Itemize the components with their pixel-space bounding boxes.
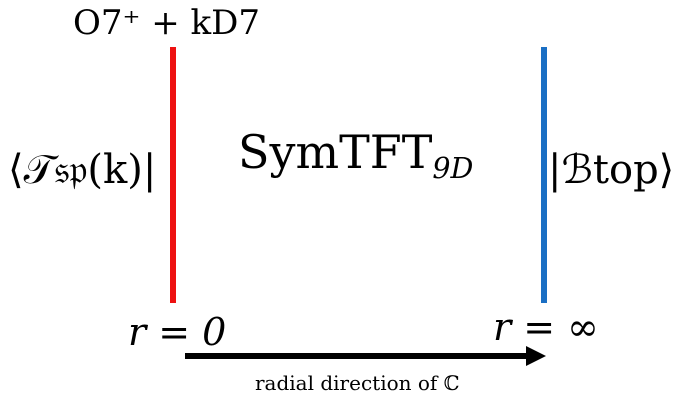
center-title-main: SymTFT	[238, 125, 433, 179]
left-position-label: r = 0	[128, 310, 227, 354]
radial-arrow-head	[526, 346, 546, 366]
left-boundary-line	[170, 47, 176, 303]
right-boundary-state: |ℬtop⟩	[548, 147, 675, 193]
left-boundary-state: ⟨𝒯𝔰𝔭(k)|	[8, 147, 157, 193]
right-position-label: r = ∞	[493, 305, 599, 349]
top-brane-label: O7⁺ + kD7	[73, 3, 261, 43]
radial-direction-label: radial direction of ℂ	[255, 371, 460, 395]
right-boundary-line	[541, 47, 547, 303]
center-title-subscript: 9D	[432, 151, 474, 185]
center-title: SymTFT9D	[238, 129, 473, 183]
